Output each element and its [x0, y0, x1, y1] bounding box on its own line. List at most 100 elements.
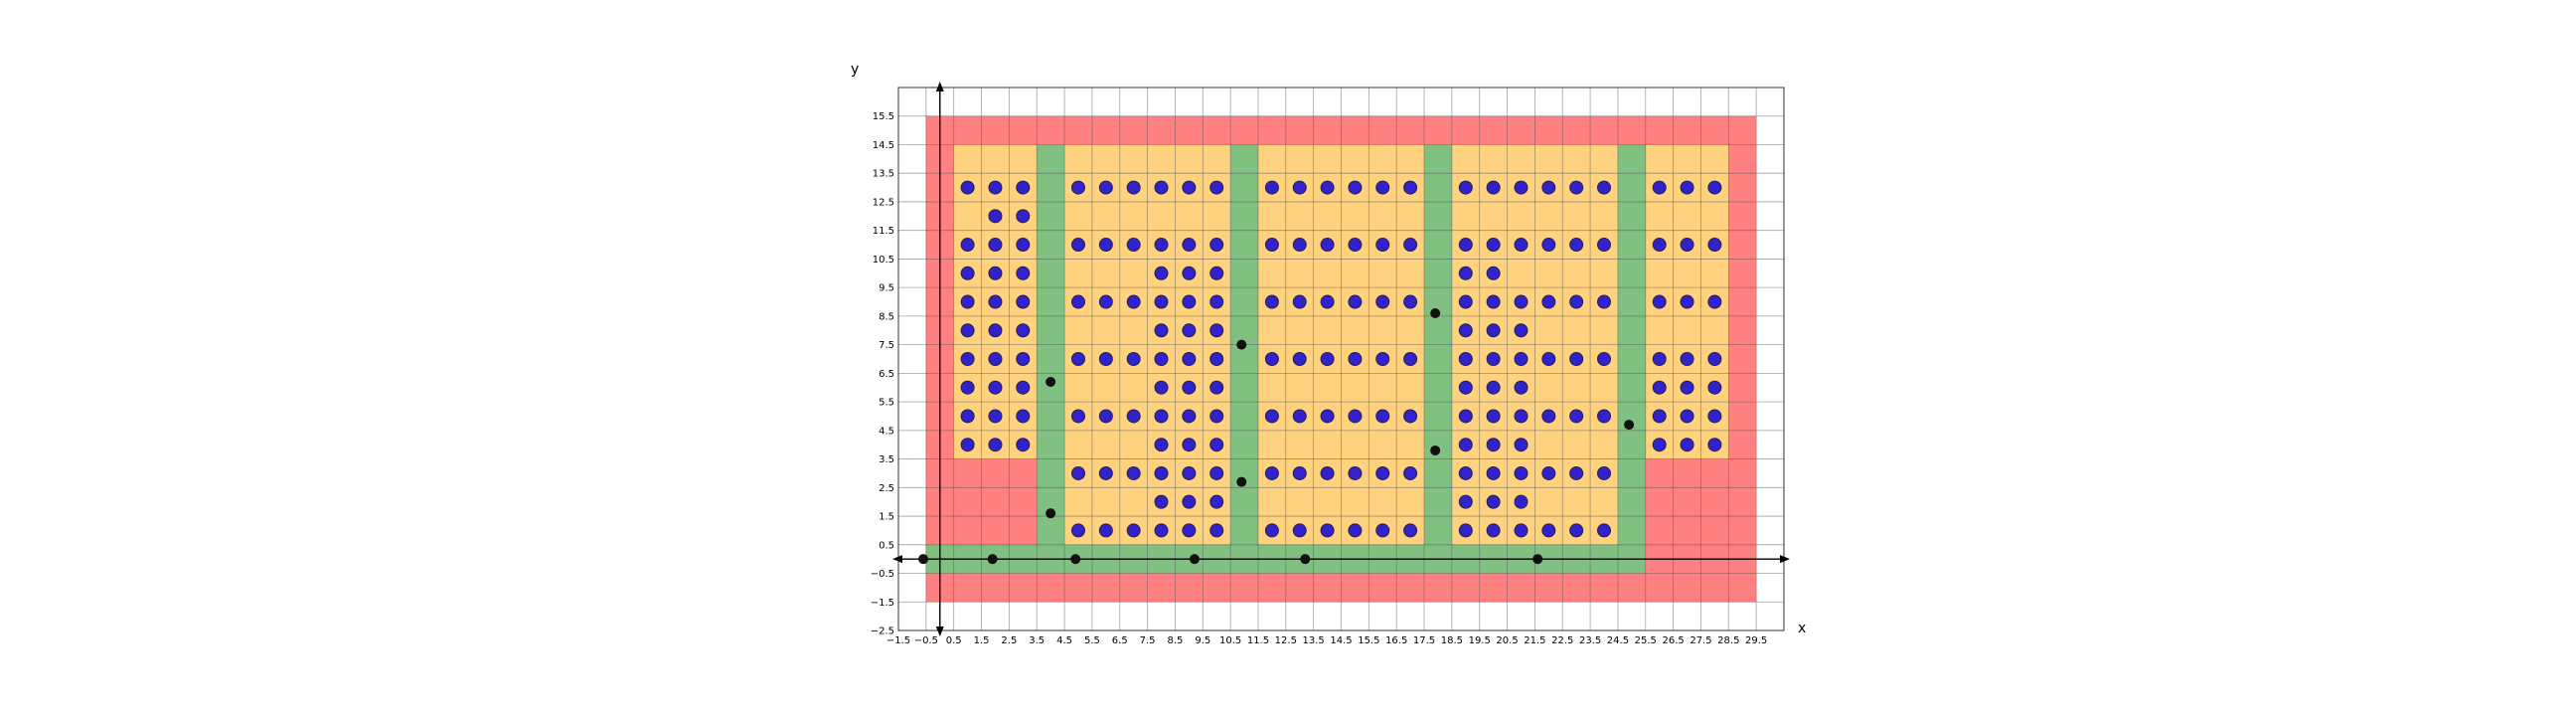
item-point	[1264, 180, 1279, 195]
item-point	[1182, 494, 1197, 509]
item-point	[1375, 352, 1390, 366]
x-tick-label: 25.5	[1635, 635, 1657, 646]
item-point	[1182, 465, 1197, 480]
item-point	[960, 294, 975, 309]
x-tick-label: 2.5	[1001, 635, 1017, 646]
x-tick-label: 10.5	[1219, 635, 1241, 646]
item-point	[1652, 294, 1667, 309]
item-point	[1597, 409, 1612, 424]
item-point	[1209, 380, 1224, 395]
item-point	[1403, 294, 1418, 309]
item-point	[1182, 409, 1197, 424]
item-point	[1209, 494, 1224, 509]
item-point	[1126, 523, 1141, 538]
item-point	[1182, 323, 1197, 338]
item-point	[1486, 323, 1501, 338]
x-axis-arrow-left	[892, 555, 902, 564]
item-point	[1458, 180, 1473, 195]
item-point	[1264, 523, 1279, 538]
y-tick-label: 13.5	[873, 169, 894, 180]
item-point	[1569, 465, 1584, 480]
y-tick-label: 10.5	[873, 255, 894, 266]
item-point	[1458, 266, 1473, 280]
item-point	[1070, 409, 1085, 424]
item-point	[1707, 180, 1722, 195]
item-point	[1264, 352, 1279, 366]
y-axis-arrow-down	[935, 626, 944, 636]
item-point	[1098, 352, 1113, 366]
item-point	[1348, 465, 1363, 480]
item-point	[988, 409, 1003, 424]
item-point	[1486, 294, 1501, 309]
item-point	[1375, 523, 1390, 538]
waypoint-point	[1046, 508, 1056, 519]
x-tick-label: 23.5	[1579, 635, 1601, 646]
item-point	[1486, 494, 1501, 509]
item-point	[1292, 465, 1307, 480]
item-point	[988, 180, 1003, 195]
y-tick-label: −1.5	[871, 598, 894, 609]
item-point	[988, 294, 1003, 309]
item-point	[1569, 352, 1584, 366]
item-point	[988, 380, 1003, 395]
item-point	[1514, 352, 1529, 366]
waypoint-point	[1236, 339, 1247, 350]
item-point	[1375, 180, 1390, 195]
y-tick-label: 15.5	[873, 111, 894, 122]
item-point	[1680, 409, 1694, 424]
item-point	[1486, 266, 1501, 280]
x-tick-label: 19.5	[1469, 635, 1491, 646]
item-point	[1707, 238, 1722, 253]
item-point	[1154, 494, 1169, 509]
item-point	[1016, 409, 1031, 424]
item-point	[1209, 438, 1224, 452]
item-point	[1209, 294, 1224, 309]
item-point	[1016, 238, 1031, 253]
x-tick-label: 26.5	[1662, 635, 1684, 646]
x-tick-label: 20.5	[1496, 635, 1518, 646]
item-point	[1348, 180, 1363, 195]
item-point	[1486, 409, 1501, 424]
item-point	[1403, 238, 1418, 253]
grid	[898, 88, 1784, 630]
item-point	[1652, 380, 1667, 395]
item-point	[1209, 323, 1224, 338]
waypoint-point	[1532, 554, 1543, 565]
item-point	[1514, 523, 1529, 538]
y-tick-label: −0.5	[871, 569, 894, 580]
item-point	[1680, 294, 1694, 309]
item-point	[1541, 180, 1556, 195]
item-point	[1597, 238, 1612, 253]
item-point	[1154, 266, 1169, 280]
item-point	[1292, 294, 1307, 309]
item-point	[1209, 409, 1224, 424]
x-tick-label: 5.5	[1084, 635, 1100, 646]
item-point	[1707, 380, 1722, 395]
item-point	[1514, 409, 1529, 424]
waypoint-point	[1300, 554, 1311, 565]
item-point	[1707, 294, 1722, 309]
x-tick-labels: −1.5 −0.5 0.5 1.5 2.5 3.5 4.5 5.5 6.5 7.5 8.5 9.5 10…	[886, 635, 1767, 646]
item-point	[1182, 380, 1197, 395]
x-tick-label: −1.5	[886, 635, 910, 646]
item-point	[1070, 523, 1085, 538]
item-point	[1070, 238, 1085, 253]
item-point	[1209, 238, 1224, 253]
waypoint-point	[1046, 376, 1056, 387]
item-point	[1680, 180, 1694, 195]
item-point	[1541, 238, 1556, 253]
item-point	[1348, 409, 1363, 424]
item-point	[1154, 409, 1169, 424]
x-tick-label: 12.5	[1275, 635, 1297, 646]
item-point	[1569, 523, 1584, 538]
waypoint-point	[1189, 554, 1200, 565]
waypoints	[918, 308, 1635, 565]
item-point	[1348, 294, 1363, 309]
y-tick-label: −2.5	[871, 626, 894, 637]
item-point	[1597, 465, 1612, 480]
item-point	[1375, 465, 1390, 480]
item-point	[1486, 238, 1501, 253]
item-point	[1348, 352, 1363, 366]
item-point	[988, 352, 1003, 366]
